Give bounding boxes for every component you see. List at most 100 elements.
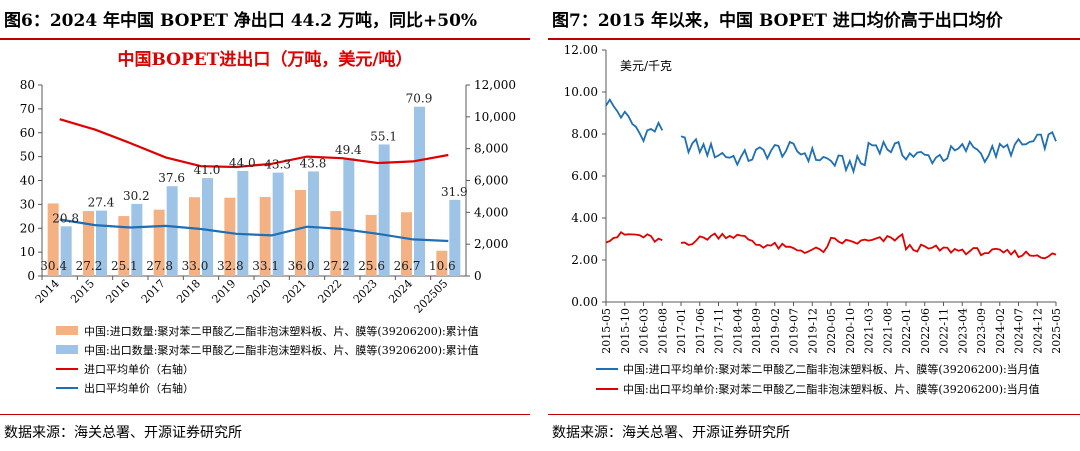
x-tick-label: 2025-05 [1050,308,1063,354]
x-tick-label: 2022-01 [900,308,913,354]
y-tick-label: 6.00 [571,169,598,183]
legend-label: 出口平均单价（右轴） [84,381,194,395]
legend-swatch [56,345,78,354]
y-tick-label: 2.00 [571,253,598,267]
export-volume-bar [414,106,425,276]
x-tick-label: 2021-08 [881,308,894,354]
x-tick-label: 2015-05 [600,308,613,354]
x-tick-label: 2015-10 [619,308,632,354]
export-data-label: 37.6 [158,171,185,185]
import-volume-bar [83,211,94,276]
import-volume-bar [224,197,236,276]
y-tick-label-left: 10 [20,245,35,259]
export-volume-bar [131,203,143,276]
y-tick-label-right: 8,000 [474,142,508,156]
legend-label: 进口平均单价（右轴） [84,362,194,376]
x-tick-label: 2017-11 [713,308,726,354]
import-data-label: 27.8 [146,259,173,273]
x-tick-label: 2019 [209,277,238,306]
import-data-label: 27.2 [76,259,103,273]
y-tick-label-left: 60 [20,126,35,140]
legend-label: 中国:进口平均单价:聚对苯二甲酸乙二酯非泡沫塑料板、片、膜等(39206200)… [623,362,1040,376]
source-divider [0,414,530,415]
x-tick-label: 2021-03 [863,308,876,354]
y-axis-unit: 美元/千克 [620,59,672,73]
x-tick-label: 2022-06 [919,308,932,354]
import-volume-bar [401,212,412,276]
import-volume-bar [259,196,271,276]
export-unit-price-line [605,230,1057,260]
x-tick-label: 2022 [315,277,344,306]
title-divider [548,38,1080,40]
x-tick-label: 2020-10 [844,308,857,354]
figure-6-title: 图6：2024 年中国 BOPET 净出口 44.2 万吨，同比+50% [4,11,478,31]
import-data-label: 26.7 [394,259,421,273]
legend-swatch [56,326,78,335]
x-tick-label: 2017-01 [675,308,688,354]
import-data-label: 33.1 [252,259,279,273]
x-tick-label: 2023-09 [975,308,988,354]
legend-label: 中国:进口数量:聚对苯二甲酸乙二酯非泡沫塑料板、片、膜等(39206200):累… [84,324,479,338]
y-tick-label-right: 0 [474,269,482,283]
export-data-label: 55.1 [370,129,397,143]
x-tick-label: 2021 [280,277,309,306]
y-tick-label: 0.00 [571,295,598,309]
import-data-label: 10.6 [429,259,456,273]
title-divider [0,38,530,40]
y-tick-label: 12.00 [564,43,598,57]
y-tick-label-left: 20 [20,221,35,235]
import-volume-bar [365,214,377,276]
import-data-label: 32.8 [217,259,244,273]
import-data-label: 27.2 [323,259,350,273]
chart-title: 中国BOPET进出口（万吨，美元/吨） [117,49,412,70]
x-tick-label: 2020-05 [825,308,838,354]
export-data-label: 41.0 [194,163,221,177]
y-tick-label-left: 40 [20,174,35,188]
source-note: 数据来源：海关总署、开源证券研究所 [4,425,242,441]
x-tick-label: 2024 [386,277,415,306]
x-tick-label: 2019-07 [788,308,801,354]
x-tick-label: 2023-04 [956,308,969,354]
figure-6-panel: 图6：2024 年中国 BOPET 净出口 44.2 万吨，同比+50% 中国B… [0,0,530,451]
export-data-label: 20.8 [52,211,79,225]
x-tick-label: 2017-06 [694,308,707,354]
y-tick-label: 10.00 [564,85,598,99]
import-data-label: 25.1 [111,259,138,273]
y-tick-label-left: 50 [20,150,35,164]
export-price-line [59,218,449,243]
y-tick-label-left: 0 [27,269,35,283]
export-volume-bar [237,170,249,276]
import-data-label: 33.0 [182,259,209,273]
x-tick-label: 2015 [68,277,97,306]
x-tick-label: 2022-11 [938,308,951,354]
x-tick-label: 2017 [139,277,168,306]
y-tick-label-right: 12,000 [474,78,516,92]
export-data-label: 27.4 [88,196,115,210]
y-tick-label-right: 10,000 [474,110,516,124]
x-tick-label: 2018 [174,277,203,306]
export-data-label: 43.3 [264,158,291,172]
x-tick-label: 2014 [33,277,62,306]
figure-7-panel: 图7：2015 年以来，中国 BOPET 进口均价高于出口均价 0.00 2.00… [548,0,1080,451]
export-volume-bar [378,144,390,276]
export-data-label: 31.9 [441,185,468,199]
x-tick-label: 2019-02 [769,308,782,354]
export-data-label: 70.9 [406,92,433,106]
export-volume-bar [96,210,107,276]
export-volume-bar [308,171,319,276]
legend-label: 中国:出口数量:聚对苯二甲酸乙二酯非泡沫塑料板、片、膜等(39206200):累… [84,343,479,357]
import-data-label: 36.0 [288,259,315,273]
y-tick-label: 4.00 [571,211,598,225]
y-tick-label: 8.00 [571,127,598,141]
x-tick-label: 2024-07 [1013,308,1026,354]
export-volume-bar [202,178,213,276]
x-tick-label: 2018-09 [750,308,763,354]
export-data-label: 44.0 [229,156,256,170]
x-tick-label: 2016-03 [638,308,651,354]
x-tick-label: 2016 [103,277,132,306]
x-tick-label: 2024-02 [994,308,1007,354]
import-volume-bar [189,197,200,276]
import-volume-bar [118,216,130,276]
export-data-label: 49.4 [335,143,362,157]
x-tick-label: 2019-12 [806,308,819,354]
